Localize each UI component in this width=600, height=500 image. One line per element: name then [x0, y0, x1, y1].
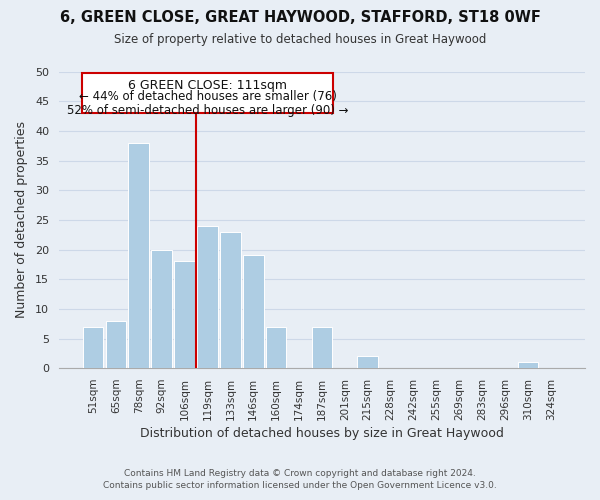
Bar	[197, 226, 218, 368]
Text: 6, GREEN CLOSE, GREAT HAYWOOD, STAFFORD, ST18 0WF: 6, GREEN CLOSE, GREAT HAYWOOD, STAFFORD,…	[59, 10, 541, 25]
Bar	[311, 326, 332, 368]
Bar	[174, 262, 195, 368]
Bar	[83, 326, 103, 368]
Bar	[243, 256, 263, 368]
Text: ← 44% of detached houses are smaller (76): ← 44% of detached houses are smaller (76…	[79, 90, 337, 104]
Bar	[128, 142, 149, 368]
Bar	[220, 232, 241, 368]
Y-axis label: Number of detached properties: Number of detached properties	[15, 122, 28, 318]
Text: 6 GREEN CLOSE: 111sqm: 6 GREEN CLOSE: 111sqm	[128, 78, 287, 92]
Bar	[106, 320, 126, 368]
X-axis label: Distribution of detached houses by size in Great Haywood: Distribution of detached houses by size …	[140, 427, 504, 440]
Bar	[151, 250, 172, 368]
Text: Size of property relative to detached houses in Great Haywood: Size of property relative to detached ho…	[114, 32, 486, 46]
Text: Contains HM Land Registry data © Crown copyright and database right 2024.
Contai: Contains HM Land Registry data © Crown c…	[103, 468, 497, 490]
Bar	[358, 356, 378, 368]
Text: 52% of semi-detached houses are larger (90) →: 52% of semi-detached houses are larger (…	[67, 104, 348, 117]
Bar	[518, 362, 538, 368]
Bar	[266, 326, 286, 368]
FancyBboxPatch shape	[82, 72, 334, 113]
